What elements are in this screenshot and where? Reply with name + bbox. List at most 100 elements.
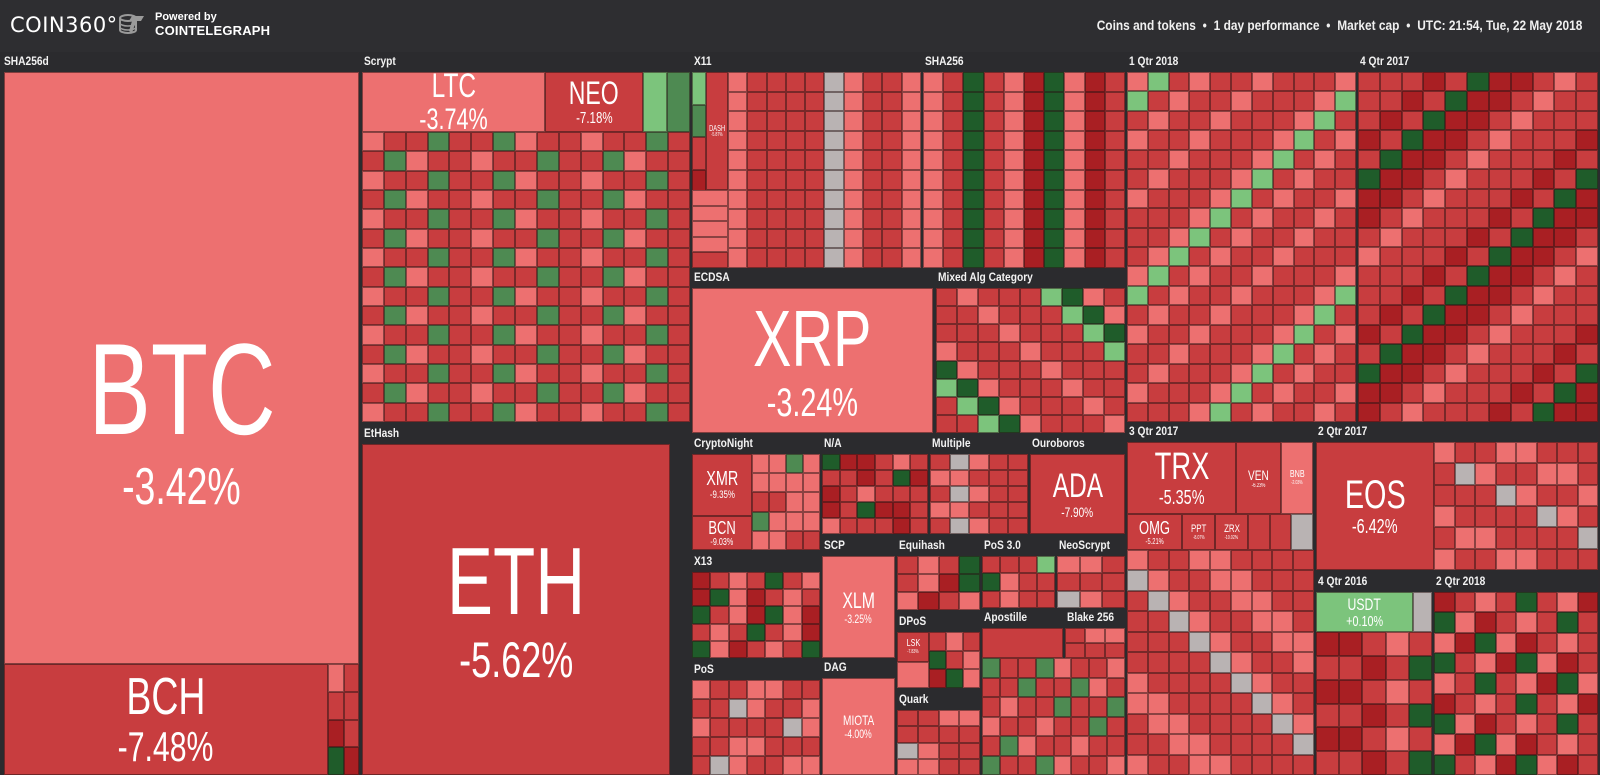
coin-tile[interactable]: [1083, 324, 1104, 343]
group-label[interactable]: SHA256d: [4, 54, 49, 68]
coin-tile[interactable]: [843, 72, 864, 92]
coin-tile[interactable]: [1516, 714, 1537, 735]
coin-tile[interactable]: [1147, 754, 1169, 775]
coin-tile[interactable]: [983, 72, 1004, 92]
coin-tile[interactable]: [783, 718, 802, 737]
coin-tile[interactable]: [1168, 130, 1190, 150]
coin-tile[interactable]: [1488, 169, 1511, 189]
coin-tile[interactable]: [1104, 396, 1125, 415]
coin-tile[interactable]: [963, 170, 984, 190]
coin-tile[interactable]: [988, 470, 1009, 486]
coin-tile[interactable]: [536, 364, 559, 384]
coin-tile[interactable]: [1127, 570, 1148, 591]
coin-tile[interactable]: [1293, 652, 1314, 673]
coin-tile[interactable]: [515, 267, 537, 287]
coin-tile[interactable]: [910, 454, 928, 470]
coin-tile[interactable]: [493, 228, 516, 248]
coin-tile[interactable]: [1467, 383, 1489, 403]
coin-tile-xrp[interactable]: XRP -3.24%: [692, 288, 933, 433]
coin-tile[interactable]: [1020, 414, 1041, 433]
coin-tile[interactable]: [765, 640, 784, 658]
coin-tile[interactable]: [449, 344, 472, 364]
coin-tile[interactable]: [471, 286, 494, 306]
coin-tile[interactable]: [805, 228, 825, 249]
coin-tile[interactable]: [1536, 612, 1557, 633]
coin-tile[interactable]: [1210, 285, 1232, 306]
coin-tile[interactable]: [1104, 189, 1125, 210]
coin-tile[interactable]: [1189, 672, 1211, 694]
coin-tile[interactable]: [1358, 266, 1380, 286]
coin-tile[interactable]: [801, 589, 820, 607]
coin-tile[interactable]: [493, 209, 516, 229]
coin-tile-ada[interactable]: ADA -7.90%: [1030, 454, 1125, 534]
coin-tile[interactable]: [1017, 736, 1036, 756]
coin-tile[interactable]: [1251, 734, 1273, 755]
coin-tile[interactable]: [1071, 716, 1090, 736]
coin-tile[interactable]: [1189, 570, 1211, 591]
coin-tile[interactable]: [692, 236, 728, 253]
coin-tile[interactable]: [602, 344, 625, 364]
coin-tile[interactable]: [1314, 227, 1336, 247]
coin-tile[interactable]: [747, 111, 767, 131]
coin-tile[interactable]: [1293, 344, 1315, 364]
coin-tile[interactable]: [1532, 149, 1555, 170]
coin-tile[interactable]: [917, 574, 939, 592]
coin-tile[interactable]: [449, 248, 472, 268]
coin-tile[interactable]: [602, 267, 625, 287]
coin-tile[interactable]: [1231, 130, 1252, 150]
coin-tile[interactable]: [1576, 285, 1598, 306]
coin-tile[interactable]: [1423, 324, 1446, 345]
coin-tile[interactable]: [1272, 110, 1294, 131]
group-label[interactable]: 4 Qtr 2017: [1360, 54, 1410, 68]
coin-tile[interactable]: [1168, 550, 1190, 571]
coin-tile[interactable]: [471, 170, 494, 190]
coin-tile[interactable]: [747, 228, 767, 249]
coin-tile[interactable]: [602, 170, 625, 190]
coin-tile[interactable]: [1314, 149, 1336, 170]
coin-tile[interactable]: [1475, 506, 1496, 528]
coin-tile[interactable]: [493, 325, 516, 345]
coin-tile[interactable]: [362, 325, 384, 345]
coin-tile[interactable]: [1434, 506, 1455, 528]
coin-tile[interactable]: [1084, 130, 1105, 151]
coin-tile[interactable]: [624, 170, 647, 190]
coin-tile-bch[interactable]: BCH -7.48%: [4, 664, 328, 775]
coin-tile[interactable]: [710, 680, 729, 699]
coin-tile[interactable]: [1510, 91, 1533, 111]
coin-tile[interactable]: [1065, 643, 1085, 658]
coin-tile[interactable]: [728, 699, 747, 718]
coin-tile[interactable]: [917, 592, 939, 610]
coin-tile[interactable]: [969, 454, 989, 470]
coin-tile[interactable]: [1532, 324, 1555, 345]
coin-tile[interactable]: [1467, 363, 1489, 384]
coin-tile[interactable]: [602, 248, 625, 268]
coin-tile[interactable]: [1231, 266, 1252, 286]
coin-tile[interactable]: [957, 396, 978, 415]
coin-tile[interactable]: [1251, 149, 1273, 170]
coin-tile[interactable]: [1379, 72, 1402, 92]
coin-tile[interactable]: [1147, 247, 1169, 267]
coin-tile[interactable]: [1576, 149, 1598, 170]
coin-tile[interactable]: [1577, 673, 1598, 694]
coin-tile[interactable]: [1053, 736, 1072, 756]
coin-tile[interactable]: [1147, 734, 1169, 755]
coin-tile[interactable]: [1251, 713, 1273, 735]
coin-tile[interactable]: [1510, 110, 1533, 131]
coin-tile[interactable]: [1062, 306, 1083, 325]
coin-tile[interactable]: [765, 756, 784, 775]
coin-tile[interactable]: [957, 360, 978, 379]
coin-tile[interactable]: [1231, 72, 1252, 92]
coin-tile[interactable]: [1362, 703, 1386, 728]
coin-tile[interactable]: [728, 170, 748, 190]
coin-tile[interactable]: [805, 189, 825, 210]
coin-tile[interactable]: [936, 360, 957, 379]
coin-tile[interactable]: [1557, 632, 1578, 653]
coin-tile[interactable]: [1532, 383, 1555, 403]
coin-tile[interactable]: [646, 228, 669, 248]
coin-tile[interactable]: [930, 486, 950, 502]
coin-tile[interactable]: [449, 364, 472, 384]
coin-tile[interactable]: [1107, 755, 1125, 775]
coin-tile[interactable]: [1576, 402, 1598, 422]
coin-tile[interactable]: [1475, 442, 1496, 464]
coin-tile[interactable]: [1358, 227, 1380, 247]
